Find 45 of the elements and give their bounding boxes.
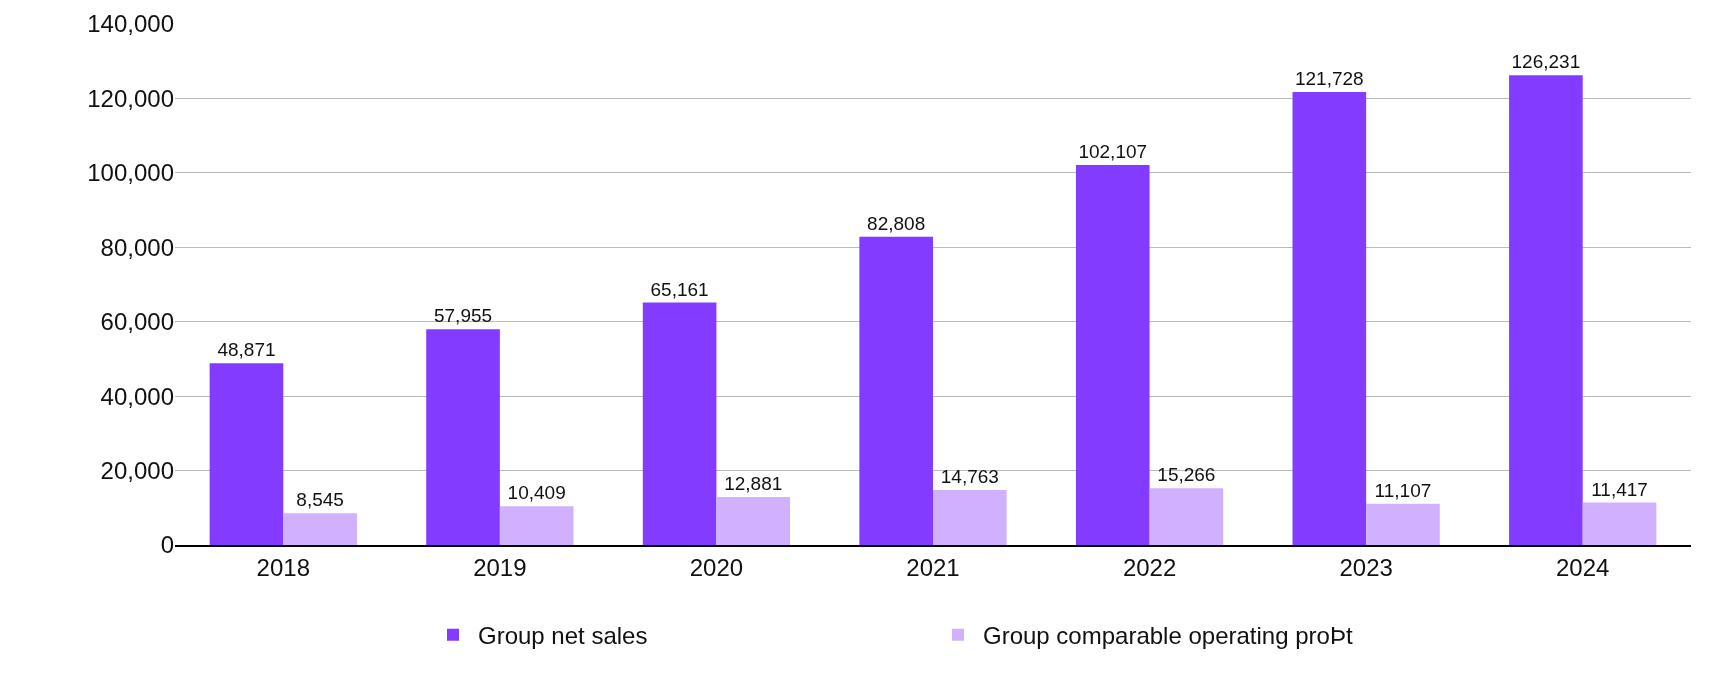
data-label: 15,266 [1157, 464, 1216, 486]
bar [933, 490, 1007, 545]
data-label: 102,107 [1078, 141, 1148, 163]
bar [1075, 165, 1150, 545]
data-label: 126,231 [1511, 51, 1581, 73]
x-tick-label: 2022 [1122, 553, 1177, 581]
y-tick-label: 40,000 [100, 382, 174, 410]
bar [642, 302, 717, 545]
x-tick-label: 2023 [1339, 553, 1393, 581]
bar [499, 506, 574, 545]
x-tick-label: 2020 [689, 553, 744, 581]
bar [859, 236, 933, 545]
bar [283, 513, 357, 545]
y-tick-label: 80,000 [100, 233, 174, 261]
data-label: 48,871 [217, 339, 276, 361]
data-label: 10,409 [507, 482, 566, 504]
data-label: 82,808 [867, 212, 926, 234]
y-tick-label: 20,000 [100, 456, 174, 484]
data-label: 11,417 [1591, 478, 1648, 500]
data-label: 57,955 [433, 305, 493, 327]
bar [426, 329, 500, 545]
x-tick-label: 2024 [1556, 553, 1610, 581]
data-label: 121,728 [1294, 68, 1364, 89]
data-label: 14,763 [940, 466, 999, 488]
y-tick-label: 0 [160, 531, 174, 559]
legend-label: Group comparable operating proÞt [983, 622, 1353, 650]
bar [1582, 502, 1657, 545]
data-label: 65,161 [650, 278, 709, 300]
x-tick-label: 2021 [906, 553, 960, 581]
bar [1292, 92, 1367, 545]
bar [1509, 75, 1583, 545]
x-tick-label: 2018 [256, 553, 310, 581]
bar [209, 363, 284, 545]
y-tick-label: 60,000 [100, 308, 174, 336]
data-label: 8,545 [296, 489, 344, 511]
y-tick-label: 120,000 [87, 84, 174, 112]
bar [1366, 503, 1440, 545]
legend-label: Group net sales [478, 622, 648, 650]
data-label: 12,881 [724, 473, 783, 495]
bar [716, 497, 791, 545]
y-tick-label: 140,000 [87, 10, 174, 38]
bar [1149, 488, 1224, 545]
y-tick-label: 100,000 [87, 159, 174, 187]
x-tick-label: 2019 [473, 553, 527, 581]
data-label: 11,107 [1374, 479, 1432, 501]
